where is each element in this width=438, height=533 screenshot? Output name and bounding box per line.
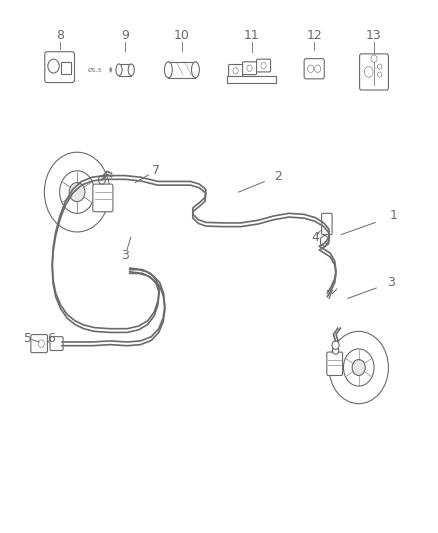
Text: 9: 9 (121, 29, 129, 42)
Circle shape (314, 65, 321, 72)
FancyBboxPatch shape (50, 337, 63, 351)
Ellipse shape (164, 62, 172, 78)
Text: 12: 12 (306, 29, 322, 42)
Circle shape (44, 152, 110, 232)
Bar (227, 76, 276, 83)
Text: 7: 7 (152, 164, 160, 177)
Text: 13: 13 (366, 29, 382, 42)
Circle shape (332, 341, 339, 350)
FancyBboxPatch shape (360, 54, 389, 90)
FancyBboxPatch shape (243, 62, 257, 75)
FancyBboxPatch shape (304, 59, 324, 79)
FancyBboxPatch shape (45, 52, 74, 83)
Circle shape (233, 68, 238, 74)
Circle shape (247, 65, 252, 71)
Text: 11: 11 (244, 29, 260, 42)
FancyBboxPatch shape (321, 213, 332, 235)
Circle shape (378, 64, 382, 69)
Text: 10: 10 (174, 29, 190, 42)
Text: 3: 3 (388, 276, 396, 289)
Text: 5: 5 (24, 332, 32, 345)
Circle shape (371, 55, 377, 62)
Circle shape (99, 175, 106, 184)
Circle shape (352, 360, 365, 375)
FancyBboxPatch shape (31, 335, 47, 353)
Text: 6: 6 (47, 332, 55, 345)
Circle shape (48, 59, 59, 73)
Ellipse shape (191, 62, 199, 78)
Circle shape (69, 182, 85, 201)
FancyBboxPatch shape (257, 59, 271, 72)
FancyBboxPatch shape (229, 64, 243, 77)
Bar (119, 64, 131, 76)
Circle shape (364, 67, 373, 77)
Bar (61, 62, 71, 74)
Text: 7: 7 (326, 289, 334, 302)
Text: 8: 8 (56, 29, 64, 42)
Text: 4: 4 (311, 231, 319, 244)
Text: 1: 1 (390, 209, 398, 222)
Circle shape (343, 349, 374, 386)
Text: 3: 3 (121, 249, 129, 262)
Text: Ø1,5: Ø1,5 (87, 67, 102, 72)
Text: 2: 2 (274, 169, 282, 183)
Circle shape (329, 332, 389, 403)
FancyBboxPatch shape (327, 352, 343, 375)
Circle shape (60, 171, 95, 213)
Ellipse shape (128, 64, 134, 76)
Circle shape (332, 347, 339, 354)
Circle shape (378, 72, 382, 77)
Circle shape (307, 65, 314, 72)
Circle shape (38, 340, 44, 348)
Ellipse shape (116, 64, 122, 76)
Bar (168, 62, 195, 78)
Circle shape (261, 62, 266, 69)
FancyBboxPatch shape (93, 184, 113, 212)
